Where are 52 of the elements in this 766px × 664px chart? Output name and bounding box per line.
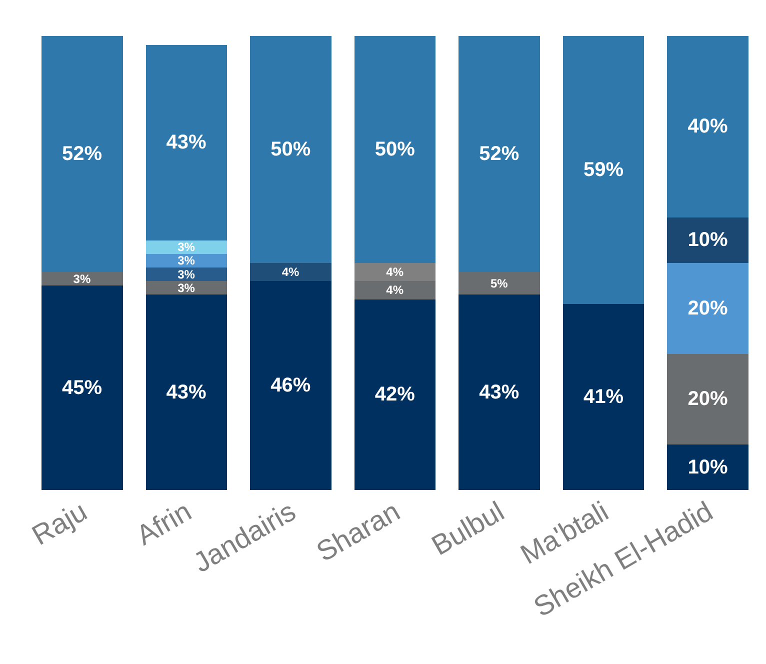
data-label: 10% bbox=[688, 456, 728, 478]
bar bbox=[250, 36, 332, 263]
bar bbox=[41, 36, 123, 272]
bar bbox=[250, 281, 332, 490]
data-label: 40% bbox=[688, 116, 728, 138]
data-label: 43% bbox=[166, 381, 207, 404]
bar bbox=[146, 281, 228, 295]
bar bbox=[667, 218, 749, 263]
data-label: 4% bbox=[282, 265, 300, 280]
bar bbox=[146, 240, 228, 254]
data-label: 3% bbox=[178, 267, 196, 282]
bar bbox=[146, 294, 228, 490]
data-label: 45% bbox=[62, 376, 102, 399]
bar bbox=[354, 36, 436, 263]
data-label: 3% bbox=[73, 272, 91, 286]
data-label: 43% bbox=[479, 381, 520, 404]
data-label: 4% bbox=[386, 265, 404, 280]
bar bbox=[146, 267, 228, 282]
bar bbox=[146, 44, 228, 240]
data-label: 20% bbox=[688, 388, 728, 410]
data-label: 3% bbox=[178, 254, 196, 268]
data-label: 43% bbox=[166, 132, 207, 154]
bar bbox=[458, 294, 540, 490]
data-label: 52% bbox=[62, 142, 102, 165]
bar bbox=[250, 262, 332, 282]
data-label: 52% bbox=[479, 142, 520, 165]
data-label: 46% bbox=[270, 374, 311, 397]
bar bbox=[354, 262, 436, 282]
data-label: 41% bbox=[583, 386, 624, 408]
data-label: 3% bbox=[178, 240, 196, 254]
data-label: 50% bbox=[270, 138, 311, 160]
bar bbox=[667, 444, 749, 490]
data-label: 20% bbox=[688, 297, 728, 320]
bar bbox=[458, 36, 540, 272]
x-tick-label: Afrin bbox=[131, 495, 196, 552]
bar bbox=[562, 36, 644, 304]
data-label: 10% bbox=[688, 229, 728, 252]
data-label: 59% bbox=[583, 158, 624, 181]
bar bbox=[667, 36, 749, 218]
data-label: 3% bbox=[178, 280, 196, 295]
bar bbox=[41, 286, 123, 490]
bar bbox=[354, 281, 436, 300]
bar bbox=[667, 354, 749, 445]
bar bbox=[354, 299, 436, 490]
data-label: 4% bbox=[386, 283, 404, 298]
bar bbox=[458, 272, 540, 295]
data-label: 5% bbox=[490, 276, 508, 290]
bar bbox=[41, 272, 123, 286]
x-tick-label: Raju bbox=[26, 495, 92, 552]
bar bbox=[562, 304, 644, 490]
data-label: 50% bbox=[374, 138, 416, 160]
data-label: 42% bbox=[374, 384, 416, 406]
